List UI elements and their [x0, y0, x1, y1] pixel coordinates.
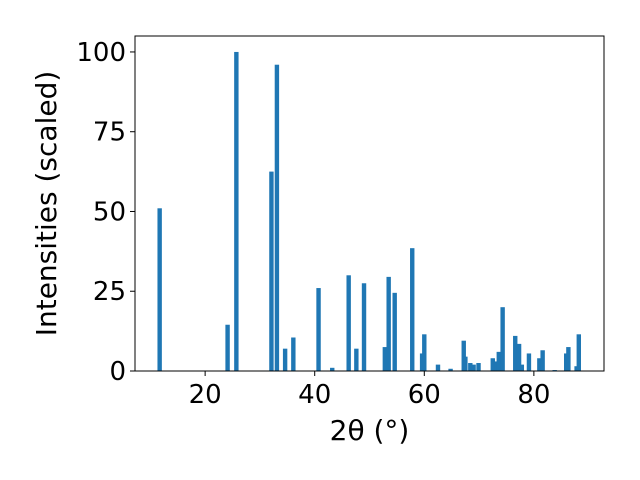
- bar: [435, 364, 441, 371]
- plot-frame: [134, 35, 605, 372]
- bar: [516, 343, 522, 371]
- bar: [225, 324, 230, 371]
- y-axis-label: Intensities (scaled): [30, 71, 63, 337]
- bar: [386, 276, 391, 371]
- bar: [468, 363, 473, 371]
- y-tick-label: 50: [93, 197, 126, 227]
- bar: [346, 275, 351, 371]
- bar: [537, 358, 542, 371]
- y-tick-label: 100: [76, 38, 126, 68]
- bar: [282, 348, 288, 371]
- bar: [361, 283, 367, 371]
- x-tick-label: 60: [408, 380, 441, 410]
- x-axis-ticks: 20 40 60 80: [189, 371, 550, 410]
- x-tick-label: 20: [189, 380, 222, 410]
- bar: [234, 51, 239, 371]
- bar: [576, 334, 581, 371]
- bar: [157, 208, 162, 371]
- bar: [354, 348, 359, 371]
- bar-series: [157, 51, 581, 372]
- bar: [496, 351, 501, 371]
- bar: [316, 288, 321, 371]
- bar: [513, 335, 518, 371]
- bar: [392, 292, 397, 371]
- bar: [526, 353, 532, 371]
- x-tick-label: 40: [298, 380, 331, 410]
- bar: [274, 64, 280, 372]
- bar: [476, 363, 481, 371]
- bar: [448, 368, 453, 371]
- bar: [461, 340, 466, 371]
- bar: [463, 356, 468, 371]
- bar: [490, 358, 495, 371]
- bar: [471, 364, 476, 371]
- x-axis-label: 2θ (°): [330, 414, 410, 447]
- bar: [410, 248, 415, 371]
- y-tick-label: 0: [109, 357, 126, 387]
- bar: [519, 364, 525, 371]
- bar: [269, 171, 274, 371]
- x-tick-label: 80: [517, 380, 550, 410]
- bar: [382, 347, 388, 371]
- y-axis-ticks: 0 25 50 75 100: [76, 38, 135, 387]
- bar: [566, 347, 571, 371]
- bar: [422, 334, 427, 371]
- y-tick-label: 25: [93, 277, 126, 307]
- y-tick-label: 75: [93, 118, 126, 148]
- bar: [540, 350, 545, 371]
- bar: [500, 307, 505, 371]
- bar: [291, 337, 296, 371]
- bar: [330, 367, 335, 371]
